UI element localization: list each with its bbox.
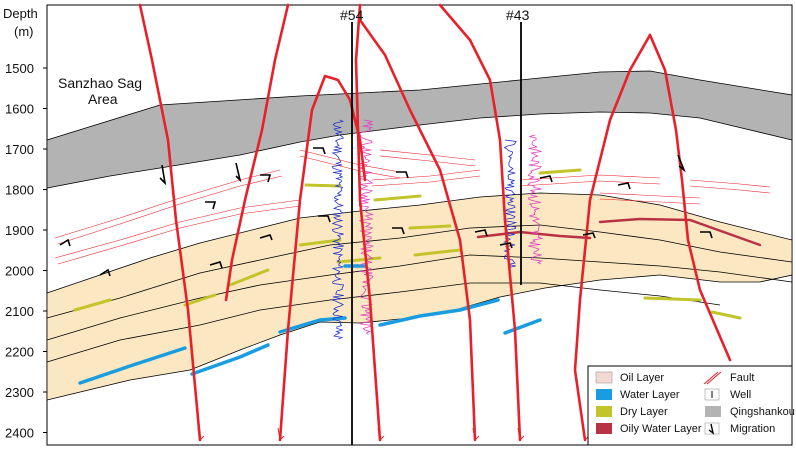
depth-tick-label: 1600 [5, 102, 34, 117]
legend-oily-water-swatch [596, 423, 612, 434]
depth-tick-label: 1800 [5, 183, 34, 198]
legend-water-swatch [596, 389, 612, 400]
well-54-label: #54 [340, 7, 364, 23]
faults [138, 3, 732, 442]
depth-tick-label: 1700 [5, 142, 34, 157]
legend-well-icon [704, 388, 720, 401]
depth-tick-label: 2100 [5, 304, 34, 319]
legend-fault-label: Fault [730, 372, 754, 384]
legend-oil-label: Oil Layer [620, 372, 664, 384]
dry-layers [73, 168, 742, 320]
migration-arrows [59, 147, 713, 277]
legend-oil-swatch [595, 371, 613, 384]
legend-qingshankou-label: Qingshankou [730, 406, 795, 418]
legend-qingshankou-swatch [705, 406, 721, 417]
legend-well-label: Well [730, 389, 751, 401]
axis-unit: (m) [14, 24, 34, 39]
well-43-log-pink [527, 134, 544, 265]
fault-2 [224, 3, 290, 302]
legend-dry-label: Dry Layer [620, 406, 668, 418]
fault-1 [138, 3, 202, 442]
qingshankou-band [46, 70, 793, 189]
depth-tick-label: 2000 [5, 264, 34, 279]
oil-layer-stripes [54, 149, 771, 265]
depth-tick-label: 1500 [5, 61, 34, 76]
legend-migration-label: Migration [730, 423, 775, 435]
legend: Oil Layer Water Layer Dry Layer Oily Wat… [587, 365, 795, 446]
depth-axis: 1500 1600 1700 1800 1900 2000 2100 2200 2300 2400 [5, 61, 47, 441]
legend-water-label: Water Layer [620, 389, 680, 401]
legend-dry-swatch [596, 406, 612, 417]
fault-5 [358, 18, 477, 442]
legend-oily-water-label: Oily Water Layer [620, 423, 702, 435]
legend-box [587, 365, 793, 446]
well-54-log-blue [331, 119, 345, 340]
depth-tick-label: 2400 [5, 426, 34, 441]
depth-tick-label: 2200 [5, 345, 34, 360]
axis-title: Depth [3, 6, 38, 21]
fault-4 [354, 3, 382, 442]
fault-base-marks [197, 427, 590, 442]
legend-migration-icon [704, 422, 720, 435]
reservoir-band [46, 192, 793, 401]
fault-6 [438, 3, 522, 442]
area-label-line2: Area [88, 91, 118, 107]
depth-tick-label: 2300 [5, 385, 34, 400]
well-43-label: #43 [506, 7, 530, 23]
legend-fault-icon [703, 371, 722, 385]
well-54-log-pink [357, 119, 375, 335]
fault-7 [573, 33, 652, 442]
fault-8 [648, 33, 732, 362]
oily-water-layers [476, 217, 762, 247]
depth-tick-label: 1900 [5, 223, 34, 238]
area-label-line1: Sanzhao Sag [58, 75, 142, 91]
